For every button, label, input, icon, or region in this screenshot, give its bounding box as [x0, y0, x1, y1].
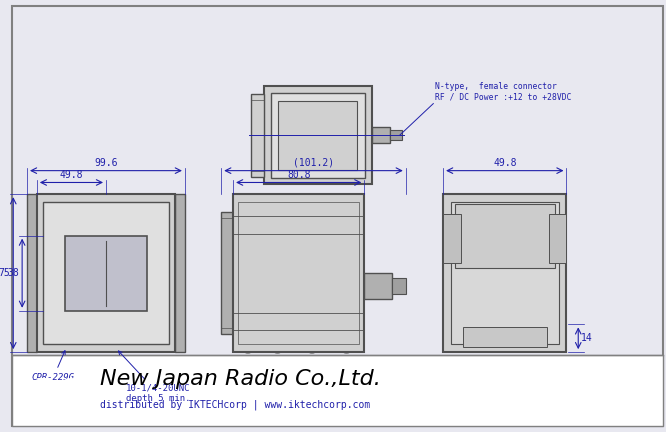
Circle shape [161, 209, 170, 219]
Text: JRC: JRC [24, 377, 81, 406]
Bar [549, 214, 566, 264]
Bar [372, 127, 390, 143]
Text: New Japan Radio Co.,Ltd.: New Japan Radio Co.,Ltd. [100, 368, 381, 389]
Text: 49.8: 49.8 [493, 158, 517, 168]
Bar [175, 194, 185, 352]
Circle shape [360, 95, 363, 98]
Bar [43, 202, 169, 344]
Bar [443, 194, 566, 352]
Text: 99.6: 99.6 [94, 158, 118, 168]
Circle shape [42, 268, 52, 278]
Bar [37, 194, 175, 352]
Circle shape [360, 172, 363, 175]
Text: 38: 38 [7, 268, 19, 278]
Bar [251, 94, 264, 177]
Bar [390, 130, 402, 140]
Text: 49.8: 49.8 [60, 169, 83, 180]
Circle shape [113, 337, 119, 343]
Bar [233, 194, 364, 352]
Bar [65, 236, 147, 311]
Text: (101.2): (101.2) [293, 158, 334, 168]
Bar [221, 212, 233, 334]
Ellipse shape [304, 339, 320, 353]
Text: 80.8: 80.8 [287, 169, 310, 180]
Bar [270, 93, 365, 178]
Circle shape [42, 327, 52, 337]
Bar [264, 86, 372, 184]
Bar [364, 273, 392, 299]
Circle shape [397, 284, 401, 288]
FancyBboxPatch shape [15, 359, 90, 424]
Text: CPR-229G: CPR-229G [32, 351, 75, 382]
Circle shape [356, 92, 366, 102]
Text: 14: 14 [581, 333, 593, 343]
Ellipse shape [270, 339, 286, 353]
Text: distributed by IKTECHcorp | www.iktechcorp.com: distributed by IKTECHcorp | www.iktechco… [100, 399, 370, 410]
Circle shape [270, 168, 280, 178]
Bar [451, 202, 559, 344]
Text: 75: 75 [0, 268, 10, 278]
Circle shape [42, 209, 52, 219]
Text: 10-1/4-20UNC
depth 5 min.: 10-1/4-20UNC depth 5 min. [119, 351, 190, 403]
Bar [392, 278, 406, 294]
Circle shape [161, 327, 170, 337]
Bar [463, 327, 547, 347]
Circle shape [394, 281, 404, 291]
Circle shape [89, 337, 95, 343]
Circle shape [270, 92, 280, 102]
Ellipse shape [240, 339, 256, 353]
Bar [27, 194, 37, 352]
Bar [278, 101, 358, 170]
Circle shape [137, 337, 143, 343]
Circle shape [65, 337, 71, 343]
Ellipse shape [338, 339, 354, 353]
Circle shape [486, 289, 513, 317]
Bar [443, 214, 461, 264]
Bar [455, 204, 555, 268]
Bar [238, 202, 360, 344]
Circle shape [161, 268, 170, 278]
Circle shape [272, 95, 276, 98]
Circle shape [272, 172, 276, 175]
Bar [12, 355, 663, 426]
Circle shape [495, 298, 505, 308]
Text: N-type,  female connector
RF / DC Power :+12 to +28VDC: N-type, female connector RF / DC Power :… [436, 82, 572, 102]
Circle shape [356, 168, 366, 178]
Circle shape [478, 281, 521, 324]
